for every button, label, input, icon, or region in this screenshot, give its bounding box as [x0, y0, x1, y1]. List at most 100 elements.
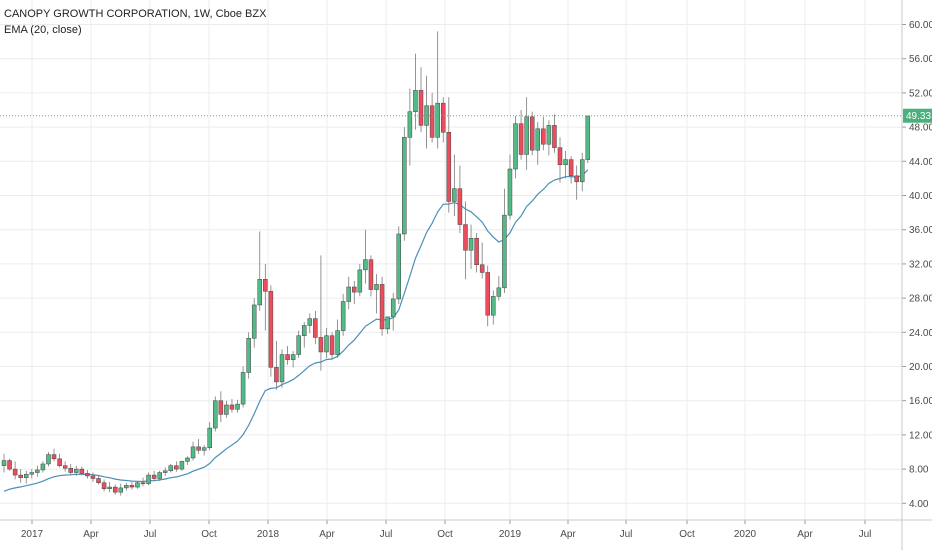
candle-body	[7, 460, 12, 470]
candle-up	[296, 330, 301, 358]
candle-up	[390, 292, 396, 331]
candle-body	[418, 90, 424, 126]
x-tick-label: Apr	[560, 529, 576, 540]
candle-up	[168, 463, 174, 473]
candle-body	[379, 284, 385, 330]
symbol-title[interactable]: CANOPY GROWTH CORPORATION, 1W, Cboe BZX	[4, 8, 267, 20]
x-tick-label: Oct	[679, 529, 695, 540]
candle-body	[151, 474, 157, 479]
candle-up	[118, 483, 124, 496]
candle-body	[324, 335, 329, 353]
candle-up	[240, 366, 246, 408]
candle-down	[18, 469, 23, 483]
candle-body	[318, 337, 324, 353]
candle-body	[402, 137, 407, 235]
candle-down	[274, 340, 279, 390]
candle-down	[229, 398, 235, 413]
candle-body	[129, 485, 135, 488]
candle-down	[285, 345, 290, 365]
candle-up	[146, 472, 151, 486]
candle-body	[112, 486, 118, 493]
candle-body	[268, 291, 274, 368]
candle-down	[57, 453, 62, 468]
candle-body	[385, 316, 390, 330]
candle-up	[224, 400, 229, 418]
candle-body	[185, 457, 190, 462]
candle-up	[157, 470, 162, 482]
candle-body	[452, 188, 457, 202]
candle-up	[251, 298, 257, 348]
y-tick-label: 12.00	[909, 430, 932, 441]
candle-down	[518, 110, 524, 160]
candle-body	[257, 279, 263, 306]
candle-body	[352, 286, 357, 293]
candle-down	[68, 463, 73, 476]
candle-body	[196, 446, 201, 451]
candle-down	[446, 97, 452, 213]
candle-body	[479, 264, 485, 273]
candle-up	[374, 274, 379, 314]
candle-body	[201, 447, 207, 451]
x-tick-label: 2020	[734, 529, 757, 540]
candle-down	[485, 265, 490, 327]
candle-down	[429, 92, 435, 143]
candle-down	[79, 466, 85, 476]
candle-body	[190, 446, 196, 459]
candle-down	[529, 111, 535, 156]
candle-up	[324, 328, 329, 358]
candle-up	[40, 461, 46, 473]
candle-body	[463, 224, 468, 251]
candle-up	[346, 276, 351, 310]
candle-down	[85, 469, 90, 479]
candle-up	[135, 481, 140, 489]
x-tick-label: 2017	[21, 529, 44, 540]
candle-up	[535, 121, 541, 165]
y-tick-label: 24.00	[909, 328, 932, 339]
candle-up	[513, 115, 518, 179]
y-tick-label: 36.00	[909, 225, 932, 236]
candle-down	[479, 242, 485, 279]
candle-up	[507, 154, 513, 220]
candle-up	[363, 229, 368, 284]
indicator-label[interactable]: EMA (20, close)	[4, 24, 82, 36]
x-tick-label: Jul	[859, 529, 872, 540]
candle-up	[290, 351, 296, 368]
candle-body	[491, 296, 496, 316]
candle-body	[468, 238, 474, 251]
candle-body	[524, 116, 529, 155]
candle-down	[474, 233, 479, 273]
candle-body	[213, 400, 218, 429]
candle-down	[140, 477, 146, 487]
x-tick-label: 2018	[257, 529, 280, 540]
candle-up	[424, 75, 429, 149]
candle-up	[279, 349, 285, 388]
candle-down	[129, 481, 135, 490]
candle-body	[279, 354, 285, 383]
candle-body	[246, 338, 251, 373]
candle-body	[363, 259, 368, 271]
candle-body	[290, 354, 296, 360]
chart-legend: CANOPY GROWTH CORPORATION, 1W, Cboe BZX …	[4, 6, 266, 38]
candle-body	[57, 458, 62, 466]
last-price-badge	[903, 108, 932, 123]
ema-series	[3, 169, 589, 492]
candle-body	[12, 468, 18, 476]
y-tick-label: 32.00	[909, 259, 932, 270]
candle-down	[112, 484, 118, 495]
x-tick-label: Apr	[797, 529, 813, 540]
candle-body	[101, 482, 107, 490]
candle-body	[168, 465, 174, 472]
candle-up	[107, 481, 112, 493]
candle-up	[585, 115, 591, 164]
candle-down	[174, 461, 179, 472]
candle-body	[179, 461, 185, 470]
candle-body	[296, 335, 301, 355]
candle-body	[340, 301, 346, 331]
y-tick-label: 56.00	[909, 54, 932, 65]
candle-body	[413, 90, 418, 112]
candle-body	[585, 115, 591, 160]
y-tick-label: 40.00	[909, 191, 932, 202]
candle-down	[557, 137, 563, 183]
